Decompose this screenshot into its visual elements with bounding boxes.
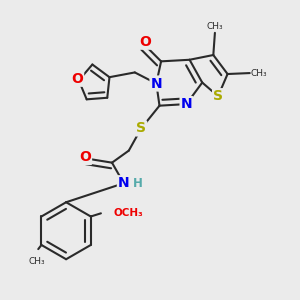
Text: S: S (213, 89, 223, 103)
Text: CH₃: CH₃ (28, 257, 45, 266)
Text: O: O (79, 150, 91, 164)
Text: N: N (151, 76, 162, 91)
Text: H: H (133, 177, 142, 190)
Text: S: S (136, 122, 146, 136)
Text: CH₃: CH₃ (251, 69, 267, 78)
Text: O: O (139, 35, 151, 49)
Text: OCH₃: OCH₃ (114, 208, 143, 218)
Text: CH₃: CH₃ (207, 22, 223, 31)
Text: N: N (181, 97, 192, 111)
Text: N: N (118, 176, 130, 190)
Text: O: O (71, 72, 83, 86)
